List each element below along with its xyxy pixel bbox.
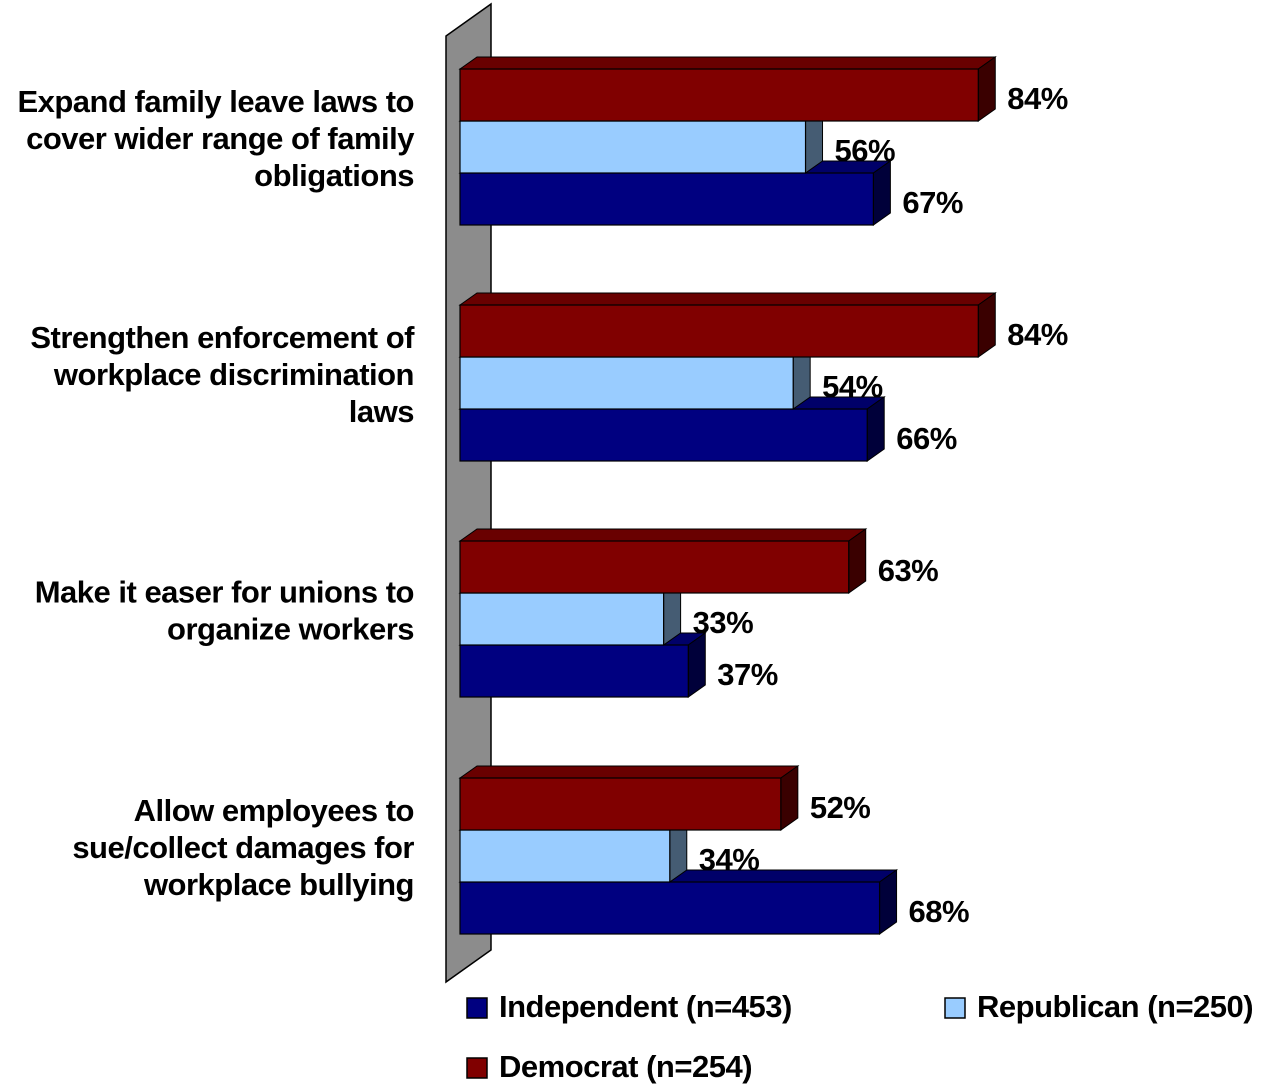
category-label-line: cover wider range of family: [26, 121, 415, 156]
bar-front-face: [459, 592, 665, 646]
bars-layer: [458, 56, 997, 935]
bar-side-face: [977, 56, 996, 122]
value-label: 68%: [909, 894, 970, 929]
bar-side-face: [780, 765, 799, 831]
legend-swatch: [466, 997, 488, 1019]
bar-democrat: [458, 528, 868, 594]
value-label: 34%: [699, 842, 760, 877]
category-label-line: Make it easer for unions to: [35, 575, 414, 610]
bar-top-face: [458, 528, 868, 542]
category-label-line: workplace bullying: [143, 867, 414, 902]
value-label: 33%: [693, 605, 754, 640]
category-label-line: workplace discrimination: [53, 357, 414, 392]
bar-democrat: [458, 292, 997, 358]
category-label-line: organize workers: [167, 612, 414, 647]
axis-wall: [445, 2, 492, 984]
legend: Independent (n=453) Republican (n=250) Dem…: [466, 989, 1254, 1084]
category-label-line: Strengthen enforcement of: [30, 320, 415, 355]
bar-democrat: [458, 56, 997, 122]
category-label: Allow employees to sue/collect damages fo…: [72, 793, 414, 902]
bar-side-face: [848, 528, 867, 594]
category-label-line: Expand family leave laws to: [17, 84, 414, 119]
bar-front-face: [459, 408, 868, 462]
legend-swatch: [466, 1057, 488, 1079]
legend-label: Independent (n=453): [499, 989, 792, 1024]
legend-swatch: [944, 997, 966, 1019]
bar-front-face: [459, 304, 979, 358]
category-label-line: Allow employees to: [134, 793, 414, 828]
bar-front-face: [459, 120, 807, 174]
bar-side-face: [879, 869, 898, 935]
legend-item: Democrat (n=254): [466, 1049, 753, 1084]
legend-label: Democrat (n=254): [499, 1049, 752, 1084]
value-label: 84%: [1007, 317, 1068, 352]
value-label: 54%: [822, 369, 883, 404]
bar-democrat: [458, 765, 800, 831]
value-label: 84%: [1007, 81, 1068, 116]
bar-front-face: [459, 540, 850, 594]
bar-front-face: [459, 172, 874, 226]
bar-front-face: [459, 356, 794, 410]
bar-side-face: [977, 292, 996, 358]
category-label-line: laws: [349, 394, 414, 429]
bar-front-face: [459, 777, 782, 831]
bar-front-face: [459, 881, 881, 935]
value-label: 66%: [896, 421, 957, 456]
bar-side-face: [687, 632, 706, 698]
bar-front-face: [459, 68, 979, 122]
legend-item: Independent (n=453): [466, 989, 792, 1024]
value-label: 37%: [717, 657, 778, 692]
bar-side-face: [872, 160, 891, 226]
bar-top-face: [458, 292, 997, 306]
value-label: 67%: [902, 185, 963, 220]
labels-layer: 67%56% 84% Expand family leave laws to cove…: [17, 81, 1068, 929]
category-label-line: obligations: [254, 158, 414, 193]
legend-item: Republican (n=250): [944, 989, 1254, 1024]
category-label: Strengthen enforcement of workplace discr…: [30, 320, 415, 429]
category-label: Expand family leave laws to cover wider r…: [17, 84, 415, 193]
value-label: 63%: [878, 553, 939, 588]
bar-front-face: [459, 644, 689, 698]
bar-top-face: [458, 765, 800, 779]
bar-side-face: [866, 396, 885, 462]
value-label: 56%: [835, 133, 896, 168]
value-label: 52%: [810, 790, 871, 825]
bar-front-face: [459, 829, 671, 883]
legend-label: Republican (n=250): [977, 989, 1253, 1024]
category-label-line: sue/collect damages for: [72, 830, 414, 865]
bar-top-face: [458, 56, 997, 70]
category-label: Make it easer for unions to organize work…: [35, 575, 414, 647]
